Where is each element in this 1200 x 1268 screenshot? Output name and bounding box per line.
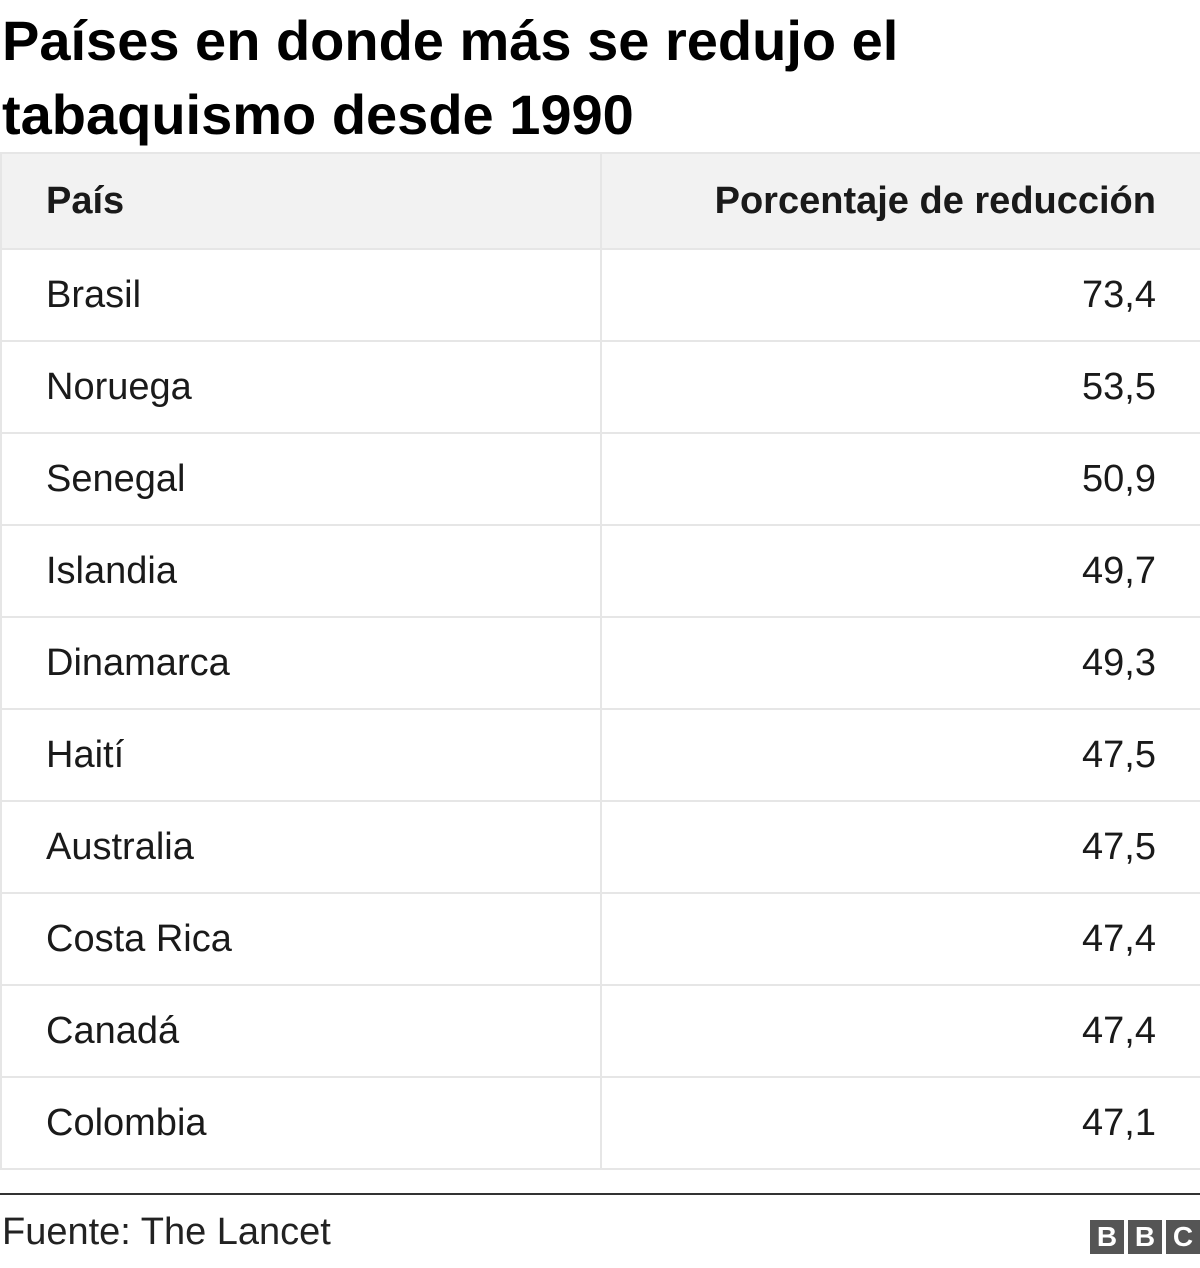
reduction-cell: 47,4 [600, 984, 1200, 1078]
footer-rule [0, 1193, 1200, 1195]
country-cell: Dinamarca [0, 616, 602, 710]
country-cell: Canadá [0, 984, 602, 1078]
data-table: País Porcentaje de reducción Brasil 73,4 N… [0, 152, 1200, 1170]
country-cell: Senegal [0, 432, 602, 526]
bbc-logo: B B C [1090, 1220, 1200, 1254]
country-cell: Brasil [0, 248, 602, 342]
header-row: País Porcentaje de reducción [0, 152, 1200, 250]
source-note: Fuente: The Lancet [2, 1211, 331, 1253]
reduction-cell: 49,7 [600, 524, 1200, 618]
logo-letter-b2: B [1128, 1220, 1162, 1254]
country-cell: Islandia [0, 524, 602, 618]
country-cell: Australia [0, 800, 602, 894]
table-row: Islandia 49,7 [0, 524, 1200, 618]
table-row: Colombia 47,1 [0, 1076, 1200, 1170]
column-header-country: País [0, 152, 602, 250]
table-row: Haití 47,5 [0, 708, 1200, 802]
country-cell: Noruega [0, 340, 602, 434]
reduction-cell: 47,1 [600, 1076, 1200, 1170]
table-row: Senegal 50,9 [0, 432, 1200, 526]
table-row: Brasil 73,4 [0, 248, 1200, 342]
table-row: Dinamarca 49,3 [0, 616, 1200, 710]
reduction-cell: 73,4 [600, 248, 1200, 342]
country-cell: Haití [0, 708, 602, 802]
table-row: Costa Rica 47,4 [0, 892, 1200, 986]
logo-letter-c: C [1166, 1220, 1200, 1254]
reduction-cell: 47,4 [600, 892, 1200, 986]
reduction-cell: 47,5 [600, 800, 1200, 894]
country-cell: Costa Rica [0, 892, 602, 986]
reduction-cell: 47,5 [600, 708, 1200, 802]
chart-title: Países en donde más se redujo el tabaqui… [2, 9, 899, 146]
reduction-cell: 50,9 [600, 432, 1200, 526]
reduction-cell: 49,3 [600, 616, 1200, 710]
table-body: Brasil 73,4 Noruega 53,5 Senegal 50,9 Islandia… [0, 248, 1200, 1170]
reduction-cell: 53,5 [600, 340, 1200, 434]
logo-letter-b1: B [1090, 1220, 1124, 1254]
table-row: Australia 47,5 [0, 800, 1200, 894]
table-header: País Porcentaje de reducción [0, 152, 1200, 250]
column-header-reduction: Porcentaje de reducción [600, 152, 1200, 250]
table-row: Canadá 47,4 [0, 984, 1200, 1078]
country-cell: Colombia [0, 1076, 602, 1170]
table-row: Noruega 53,5 [0, 340, 1200, 434]
